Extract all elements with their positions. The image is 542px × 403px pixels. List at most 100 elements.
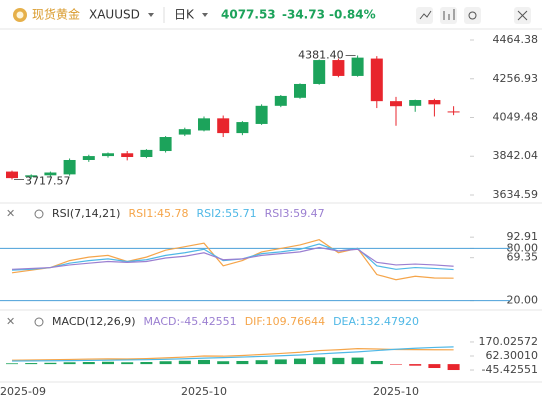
rsi-title: RSI(7,14,21) [52,207,120,220]
macd-bar [409,364,422,366]
rsi-controls[interactable]: ✕ [6,207,44,220]
panel-settings[interactable] [34,317,44,327]
icon-settings[interactable] [464,7,481,24]
candle-body [121,153,134,158]
macd-bar [25,363,38,365]
toolbar-icons[interactable] [416,7,531,24]
candle-body [390,101,402,107]
candle-body [428,100,441,105]
macd-title: MACD(12,26,9) [52,315,136,328]
candle-body [351,57,364,76]
macd-bar [274,359,287,365]
y-tick-label: 62.30010 [486,349,539,362]
y-tick-label: 170.02572 [479,335,539,348]
icon-glyph [443,9,455,20]
macd-bar [217,361,230,365]
macd-bar [370,360,383,365]
candle-body [447,111,460,113]
panel-settings[interactable] [34,209,44,219]
legend-entry: DIF:109.76644 [245,315,325,328]
legend-entry: MACD:-45.42551 [144,315,237,328]
change: -34.73 [282,8,325,22]
candle-body [217,118,230,134]
legend-entry: RSI3:59.47 [265,207,325,220]
candle-body [274,95,287,106]
legend-entry: RSI1:45.78 [128,207,188,220]
macd-bar [198,359,210,365]
low-annotation: 3717.57 [25,174,71,187]
macd-bar [351,357,364,365]
change-percent: -0.84% [329,8,376,22]
candle-body [63,159,76,175]
y-tick-label: -45.42551 [482,363,538,376]
dropdown-arrow[interactable] [202,13,208,17]
candle-body [44,172,57,176]
candle-body [159,137,172,152]
dropdown-arrow[interactable] [148,13,154,17]
macd-line [11,348,454,361]
candle-body [332,60,345,76]
icon-draw[interactable] [416,7,433,24]
macd-bar [121,362,134,365]
macd-bar [102,361,114,365]
candle-body [140,149,153,158]
icon-glyph [468,11,477,20]
candle-body [6,171,18,179]
macd-bar [294,358,306,365]
candle-body [82,156,95,160]
y-tick-label: 20.00 [507,294,539,307]
legend-entry: DEA:132.47920 [333,315,419,328]
panel-collapse[interactable]: ✕ [6,315,15,328]
x-tick-label: 2025-09 [0,385,46,398]
y-tick-label: 3842.04 [493,149,539,162]
rsi-line [11,246,454,270]
candle-body [313,60,326,84]
period[interactable]: 日K [174,8,195,22]
high-annotation: 4381.40 [298,49,344,62]
y-tick-label: 92.91 [507,230,539,243]
candle-body [294,83,306,98]
y-tick-label: 4256.93 [493,72,539,85]
icon-glyph [517,10,528,21]
icon-glyph [419,10,432,20]
macd-bar [6,363,18,365]
y-tick-label: 4049.48 [493,111,539,124]
candle-body [409,100,422,106]
x-tick-label: 2025-10 [181,385,227,398]
candle-body [370,58,383,102]
symbol[interactable]: XAUUSD [89,8,140,22]
logo-inner [16,11,24,19]
macd-bar [447,364,460,371]
rsi-line [11,239,454,281]
macd-bar [236,360,249,365]
macd-bar [332,357,345,365]
y-tick-label: 69.35 [507,251,539,264]
macd-bar [63,362,76,365]
panel-collapse[interactable]: ✕ [6,207,15,220]
macd-bar [178,360,191,365]
macd-bar [44,362,57,365]
candle-body [178,129,191,135]
macd-line [11,346,454,362]
candle-body [236,122,249,134]
price: 4077.53 [221,8,276,22]
x-tick-label: 2025-10 [373,385,419,398]
candle-body [102,153,114,157]
macd-bar [159,361,172,365]
candle-body [198,118,210,131]
macd-bar [255,360,268,365]
macd-bar [390,364,402,365]
macd-bar [428,364,441,369]
legend-entry: RSI2:55.71 [197,207,257,220]
y-tick-label: 80.00 [507,241,539,254]
candle-body [255,105,268,124]
macd-bar [140,362,153,365]
candle-body [25,175,38,177]
macd-controls[interactable]: ✕ [6,315,44,328]
instrument-name: 现货黄金 [32,7,80,22]
y-tick-label: 4464.38 [493,33,539,46]
macd-bar [313,357,326,365]
y-tick-label: 3634.59 [493,188,539,201]
